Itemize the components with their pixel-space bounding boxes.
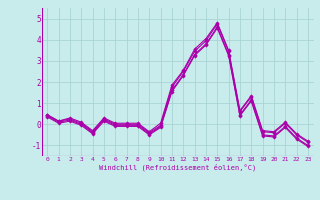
- X-axis label: Windchill (Refroidissement éolien,°C): Windchill (Refroidissement éolien,°C): [99, 163, 256, 171]
